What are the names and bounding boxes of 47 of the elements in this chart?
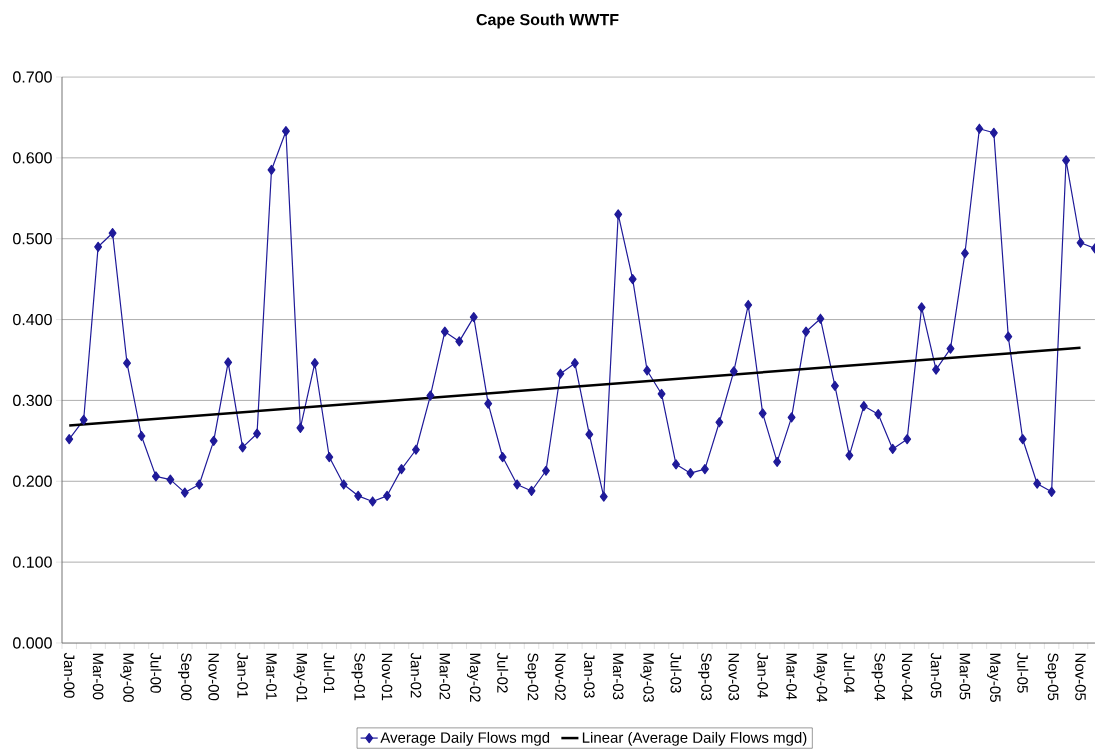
x-tick-label: Sep-04: [871, 653, 886, 701]
legend-label: Linear (Average Daily Flows mgd): [582, 731, 807, 746]
legend-label: Average Daily Flows mgd: [380, 731, 550, 746]
x-tick-label: Mar-03: [612, 653, 624, 700]
x-tick-label: May-04: [813, 653, 828, 703]
x-tick-label: Jul-02: [497, 652, 509, 693]
x-tick-label: May-00: [120, 653, 134, 702]
x-tick-label: May-02: [466, 653, 481, 702]
x-tick-label: Jul-03: [670, 652, 682, 693]
x-tick-label: Nov-04: [901, 653, 913, 701]
x-tick-label: Mar-04: [786, 653, 797, 700]
x-tick-label: May-05: [987, 653, 1001, 702]
x-tick-label: Nov-05: [1075, 653, 1086, 701]
y-tick-label: 0.100: [13, 556, 52, 568]
x-tick-label: Jan-05: [930, 652, 942, 698]
x-tick-label: Nov-00: [208, 653, 220, 701]
chart-title: Cape South WWTF: [476, 13, 619, 29]
x-tick-label: Mar-05: [959, 653, 971, 700]
x-tick-label: Jan-04: [757, 652, 768, 698]
x-tick-label: Nov-03: [728, 653, 740, 701]
x-tick-label: Sep-00: [178, 653, 192, 701]
y-tick-label: 0.500: [13, 233, 52, 245]
x-tick-label: Jan-03: [584, 652, 595, 698]
y-tick-label: 0.400: [13, 313, 52, 326]
x-tick-label: Sep-01: [351, 653, 365, 701]
x-tick-label: Sep-03: [698, 653, 712, 701]
x-tick-label: Jan-01: [237, 652, 248, 698]
y-tick-label: 0.200: [13, 475, 52, 487]
y-tick-label: 0.000: [13, 637, 52, 649]
y-tick-label: 0.300: [13, 394, 52, 407]
x-tick-label: Jul-00: [150, 652, 162, 693]
x-tick-label: Nov-02: [555, 653, 566, 701]
x-tick-label: Mar-01: [266, 653, 277, 700]
x-tick-label: May-03: [640, 653, 654, 702]
x-tick-label: Sep-05: [1044, 653, 1059, 701]
x-tick-label: Mar-00: [92, 653, 104, 700]
x-tick-label: Jan-02: [410, 652, 422, 698]
x-tick-label: Nov-01: [381, 653, 393, 701]
y-tick-label: 0.700: [13, 71, 52, 83]
x-tick-label: Jul-01: [323, 652, 335, 693]
x-tick-label: May-01: [293, 653, 308, 702]
x-tick-label: Sep-02: [524, 653, 539, 701]
x-tick-label: Jan-00: [63, 652, 75, 698]
y-tick-label: 0.600: [13, 152, 52, 164]
x-tick-label: Jul-05: [1017, 652, 1029, 693]
x-tick-label: Mar-02: [439, 653, 451, 700]
x-tick-label: Jul-04: [843, 652, 855, 693]
